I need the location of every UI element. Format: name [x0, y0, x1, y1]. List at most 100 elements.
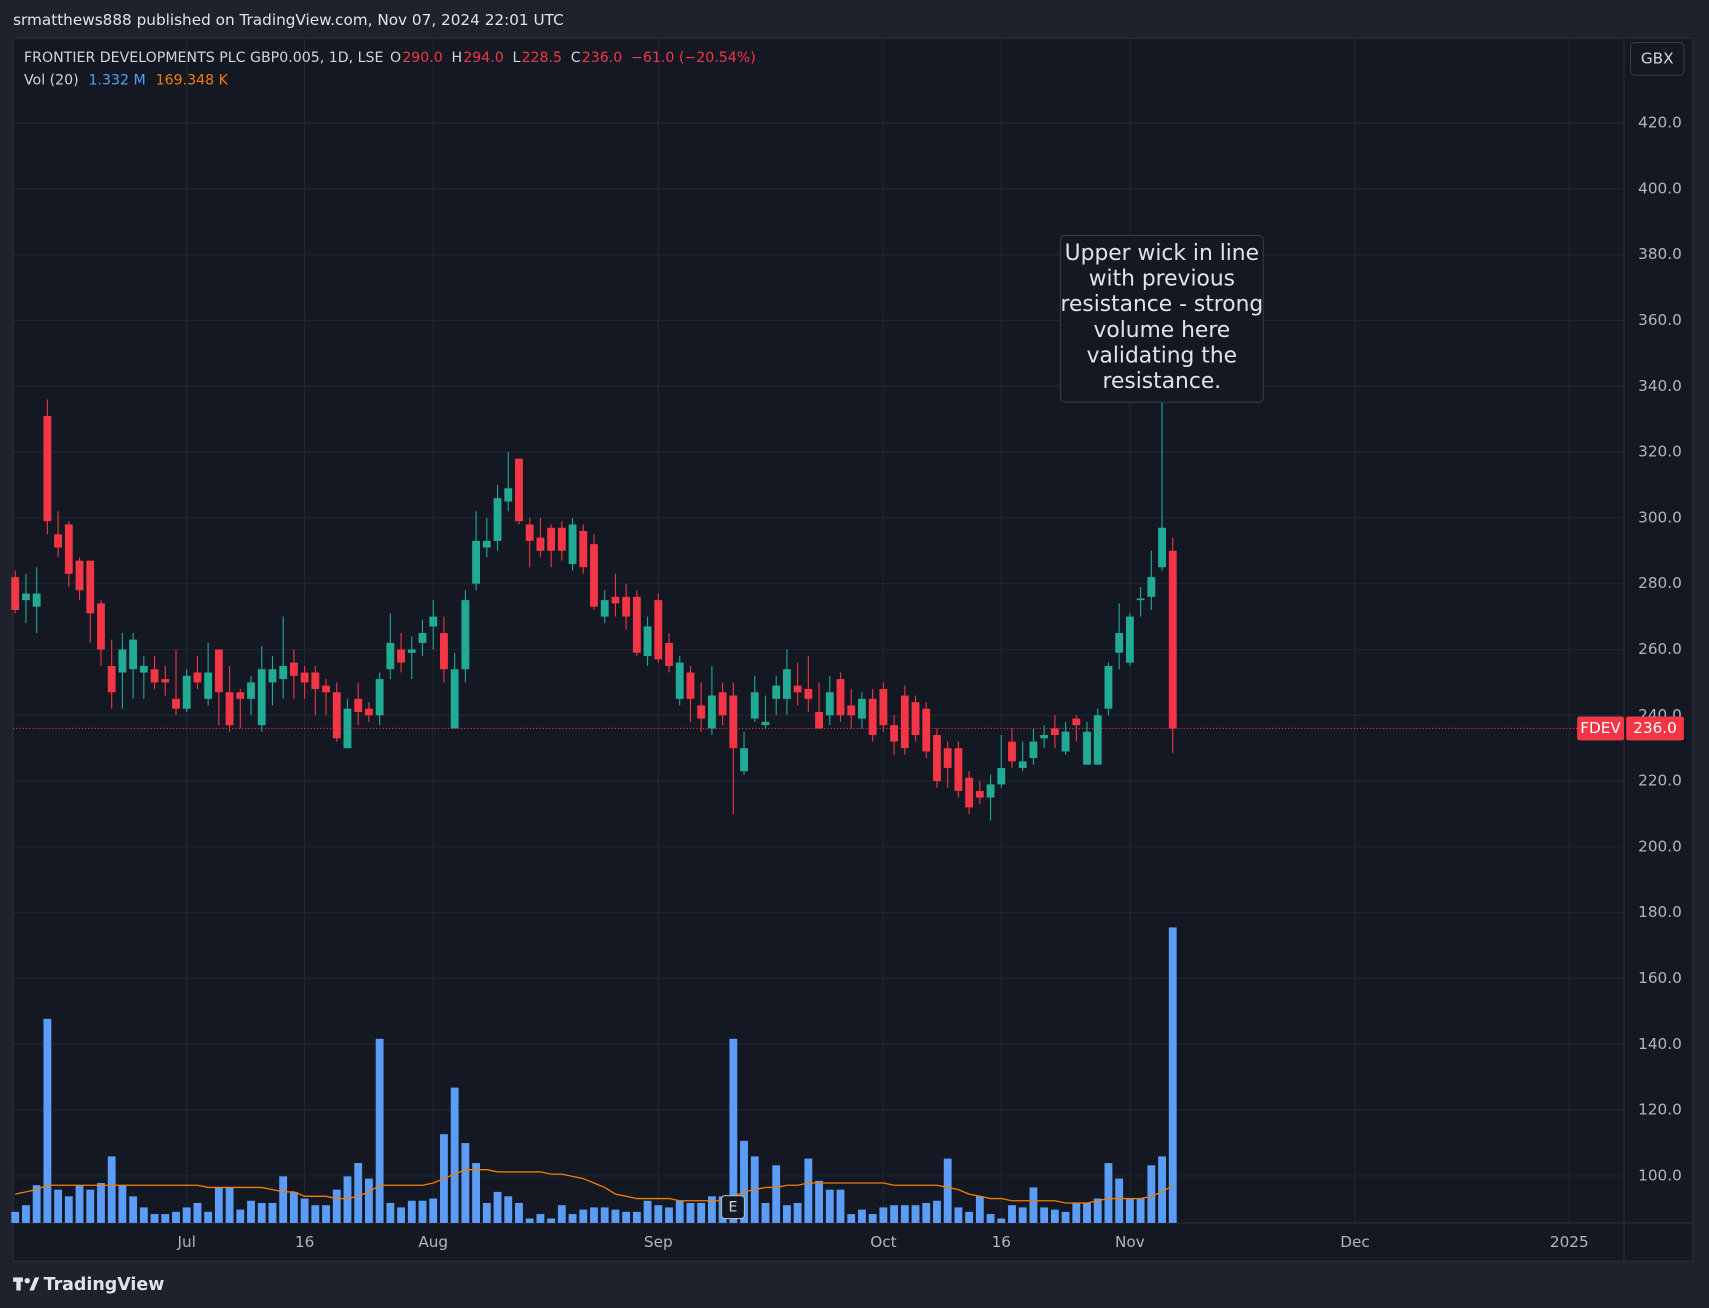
candle-body — [504, 488, 513, 502]
ohlc-value: 290.0 — [402, 50, 443, 66]
candle-body — [557, 527, 566, 551]
volume-bar — [375, 1038, 384, 1223]
volume-bar — [214, 1187, 223, 1223]
currency-button[interactable] — [1629, 42, 1685, 76]
candle-body — [954, 748, 963, 791]
candle-body — [22, 593, 30, 601]
volume-bar — [879, 1207, 888, 1223]
candle-body — [525, 524, 534, 541]
y-tick-label: 120.0 — [1638, 1101, 1682, 1119]
candle-body — [1115, 633, 1124, 653]
candle-body — [1136, 598, 1145, 601]
x-tick-label: Aug — [418, 1233, 448, 1251]
candle-body — [1104, 665, 1113, 709]
candle-body — [579, 531, 588, 568]
volume-bar — [418, 1200, 427, 1223]
volume-bar — [118, 1185, 127, 1223]
volume-bar — [675, 1200, 684, 1223]
volume-bar — [289, 1191, 298, 1223]
volume-bar — [590, 1207, 598, 1223]
candle-body — [1158, 527, 1166, 568]
volume-bar — [472, 1163, 481, 1223]
ohlc-value: 228.5 — [522, 50, 563, 66]
volume-bar — [868, 1214, 877, 1223]
candle-body — [740, 748, 748, 772]
volume-bar — [975, 1196, 984, 1223]
candle-body — [322, 685, 330, 693]
candle-body — [879, 688, 888, 726]
volume-bar — [193, 1202, 202, 1223]
candle-body — [75, 560, 84, 591]
candle-body — [161, 679, 170, 683]
currency[interactable]: GBX — [1641, 49, 1674, 67]
candle-body — [761, 721, 770, 726]
volume-bar — [643, 1200, 652, 1223]
volume-bar — [793, 1202, 802, 1223]
candle-body — [257, 669, 266, 726]
volume-bar — [43, 1018, 52, 1223]
change: −61.0 (−20.54%) — [631, 50, 756, 66]
volume-bar — [1008, 1205, 1016, 1223]
volume-bar — [1136, 1198, 1145, 1223]
candle-body — [686, 672, 695, 699]
y-tick-label: 340.0 — [1638, 377, 1682, 395]
ohlc-value: 294.0 — [463, 50, 504, 66]
candle-body — [868, 698, 877, 736]
volume-bar — [429, 1198, 438, 1223]
candle-body — [933, 735, 941, 782]
y-tick-label: 100.0 — [1638, 1166, 1682, 1184]
volume-bar — [300, 1198, 309, 1223]
volume-bar — [836, 1189, 845, 1223]
candle-body — [782, 669, 791, 699]
marks — [11, 399, 1177, 1223]
ohlc-key: H — [452, 50, 463, 66]
candle-body — [482, 540, 491, 548]
volume-bar — [1168, 927, 1177, 1223]
candle-body — [825, 692, 834, 716]
candle-body — [182, 675, 191, 709]
candle-body — [1072, 718, 1081, 726]
volume-bar — [900, 1205, 909, 1223]
candle-body — [611, 596, 620, 604]
y-tick-label: 360.0 — [1638, 311, 1682, 329]
candle-body — [590, 544, 598, 607]
volume-bar — [697, 1202, 706, 1223]
candle-body — [375, 679, 384, 716]
candle-body — [772, 685, 781, 699]
candle-body — [332, 692, 341, 739]
candle-body — [440, 633, 448, 670]
volume-bar — [568, 1214, 577, 1223]
candle-body — [675, 662, 684, 699]
volume-bar — [997, 1218, 1006, 1223]
volume-bar — [407, 1200, 416, 1223]
brand: TradingView — [44, 1275, 165, 1295]
volume-bar — [986, 1214, 995, 1223]
volume-bar — [332, 1189, 341, 1223]
volume-bar — [204, 1211, 213, 1223]
volume-bar — [782, 1205, 791, 1223]
volume-bar — [943, 1158, 952, 1223]
candle-body — [64, 524, 73, 574]
candle-body — [279, 665, 288, 680]
volume-bar — [761, 1202, 770, 1223]
y-tick-label: 220.0 — [1638, 772, 1682, 790]
candle-body — [1061, 731, 1070, 752]
volume-bar — [64, 1196, 73, 1223]
candle-body — [311, 672, 320, 689]
y-tick-label: 160.0 — [1638, 969, 1682, 987]
volume-bar — [654, 1205, 663, 1223]
volume-bar — [86, 1189, 95, 1223]
candle-body — [707, 695, 716, 729]
annotation-line: resistance. — [1103, 369, 1222, 394]
earnings-marker[interactable]: E — [728, 1200, 737, 1216]
annotation-line: volume here — [1094, 318, 1231, 343]
volume-bar — [236, 1209, 245, 1223]
price-tag-bg — [1626, 716, 1684, 741]
candle-body — [997, 767, 1006, 785]
ohlc-value: 236.0 — [582, 50, 623, 66]
earnings-marker-box[interactable] — [720, 1195, 745, 1220]
candle-body — [86, 560, 95, 614]
candle-body — [718, 692, 727, 716]
volume-bar — [1083, 1202, 1091, 1223]
candle-body — [129, 639, 138, 670]
